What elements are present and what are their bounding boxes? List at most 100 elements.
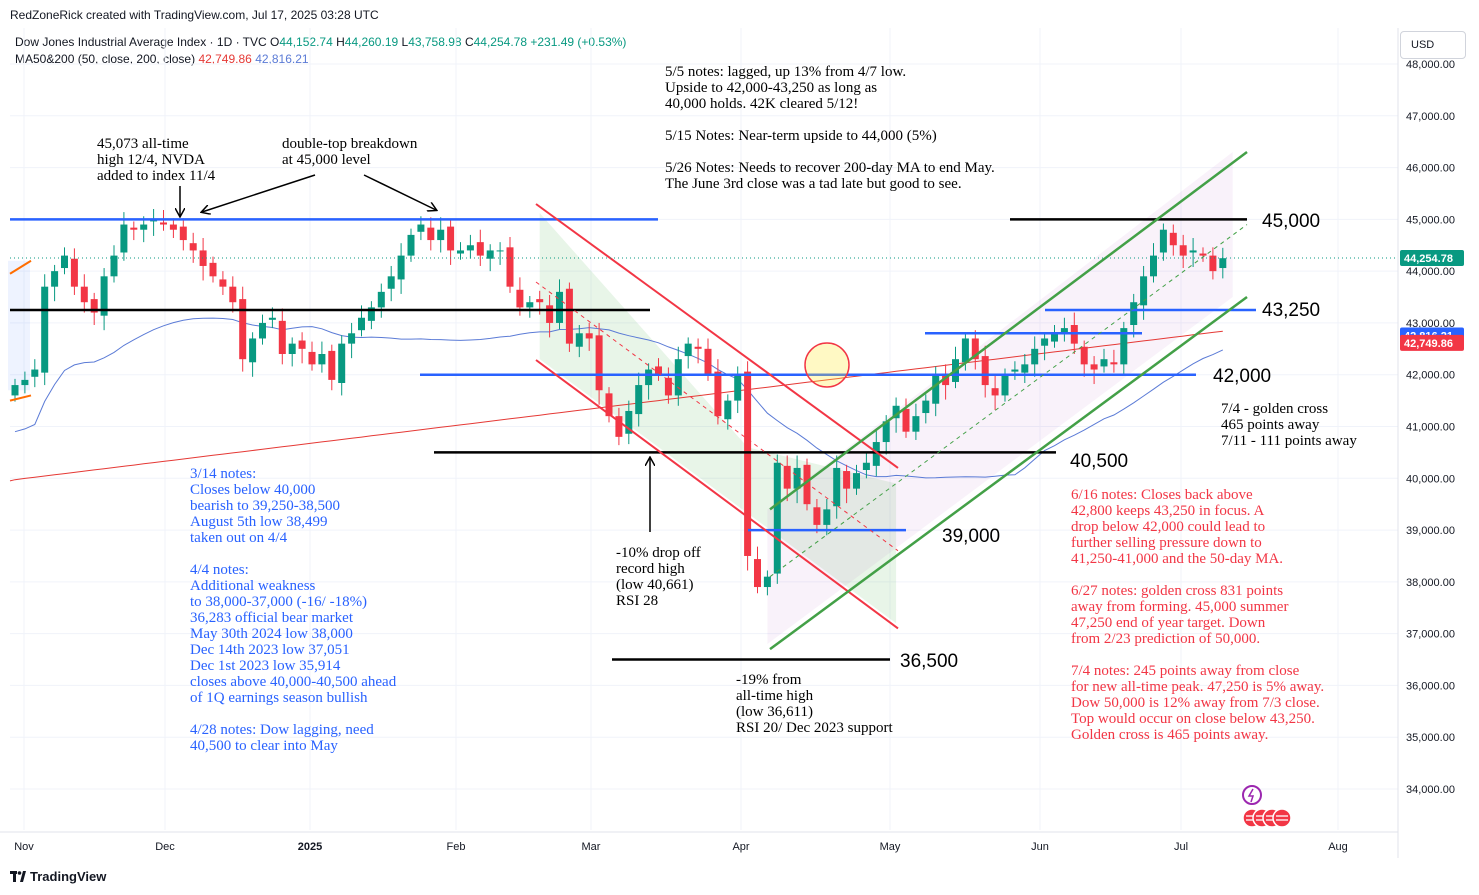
annotation-notes-red-line: 7/4 notes: 245 points away from close: [1071, 663, 1300, 679]
y-tick-label: 41,000.00: [1406, 422, 1455, 434]
candle-body: [625, 410, 633, 434]
x-tick-label: Aug: [1328, 841, 1348, 853]
candle-body: [862, 462, 870, 470]
annotation-notes-red-line: 42,800 keeps 43,250 in focus. A: [1071, 503, 1264, 519]
left-box-fill: [8, 260, 30, 391]
currency-selector[interactable]: USD: [1400, 31, 1466, 59]
flash-event-icon: [1242, 785, 1262, 805]
candle-body: [655, 366, 662, 375]
candle-body: [41, 286, 49, 373]
bull-channel-bottom: [769, 296, 1248, 651]
candle-body: [793, 467, 801, 489]
candle-body: [575, 333, 583, 347]
annotation-notes-red-line: away from forming. 45,000 summer: [1071, 599, 1288, 615]
candle-body: [21, 379, 29, 386]
bear-channel-bottom: [535, 359, 899, 630]
candle-body: [961, 338, 969, 363]
candle-body: [338, 343, 346, 383]
bull-channel-mid: [769, 224, 1248, 578]
x-tick-label: May: [880, 841, 901, 853]
candle-body: [1021, 364, 1029, 373]
annotation-notes-blue-line: Additional weakness: [190, 578, 316, 594]
open-value: 44,152.74: [279, 35, 333, 49]
candle-body: [308, 351, 316, 365]
candle-body: [773, 462, 781, 574]
annotation-notes-red-line: 6/16 notes: Closes back above: [1071, 487, 1253, 503]
candle-body: [674, 359, 682, 396]
annotation-double-top: double-top breakdown at 45,000 level: [282, 136, 418, 168]
ma-legend[interactable]: MA50&200 (50, close, 200, close) 42,749.…: [15, 52, 309, 66]
annotation-drop10-line: (low 40,661): [616, 577, 694, 593]
annotation-ath: 45,073 all-time high 12/4, NVDA added to i…: [97, 136, 216, 184]
candle-body: [556, 291, 563, 323]
candle-body: [80, 286, 88, 303]
symbol-name[interactable]: Dow Jones Industrial Average Index · 1D …: [15, 35, 267, 49]
x-tick-label: Feb: [447, 841, 466, 853]
candle-body: [971, 338, 979, 360]
annotation-notes-top-line: 5/5 notes: lagged, up 13% from 4/7 low.: [665, 64, 906, 80]
candle-body: [179, 226, 187, 241]
flash-event-glyph: [1247, 788, 1255, 803]
ma200-line: [9, 330, 1223, 482]
symbol-legend[interactable]: Dow Jones Industrial Average Index · 1D …: [15, 35, 626, 49]
y-tick-label: 47,000.00: [1406, 111, 1455, 123]
annotation-drop10-line: record high: [616, 561, 685, 577]
candle-body: [1219, 258, 1227, 269]
y-tick-label: 39,000.00: [1406, 525, 1455, 537]
candle-body: [457, 250, 464, 254]
level-label: 39,000: [942, 526, 1000, 547]
y-tick-label: 36,000.00: [1406, 680, 1455, 692]
annotation-notes-blue-line: May 30th 2024 low 38,000: [190, 626, 353, 642]
candle-body: [209, 262, 217, 277]
annotation-notes-blue-line: of 1Q earnings season bullish: [190, 690, 368, 706]
candle-body: [892, 405, 900, 419]
level-label: 36,500: [900, 651, 958, 672]
annotation-notes-blue-line: Dec 1st 2023 low 35,914: [190, 658, 341, 674]
annotation-notes-top: 5/5 notes: lagged, up 13% from 4/7 low. U…: [665, 64, 995, 192]
candle-body: [912, 416, 920, 432]
annotation-notes-red: 6/16 notes: Closes back above 42,800 keep…: [1071, 487, 1324, 743]
us-flag-event-icon: [1272, 808, 1292, 828]
y-tick-label: 46,000.00: [1406, 163, 1455, 175]
price-tag-label: 44,254.78: [1404, 253, 1453, 265]
candle-body: [704, 348, 712, 375]
annotation-drop19-line: -19% from: [736, 672, 802, 688]
candle-body: [288, 343, 296, 354]
candle-body: [1041, 338, 1049, 346]
annotation-notes-blue-line: 3/14 notes:: [190, 466, 256, 482]
level-label: 42,000: [1213, 366, 1271, 387]
x-tick-label: Mar: [582, 841, 601, 853]
annotation-drop10: -10% drop off record high (low 40,661) RSI …: [616, 545, 701, 609]
candle-body: [100, 276, 108, 316]
candle-body: [1100, 359, 1108, 367]
candle-body: [1051, 333, 1058, 342]
candle-body: [377, 291, 385, 308]
candle-body: [585, 333, 593, 339]
candle-body: [932, 374, 940, 404]
annotation-notes-blue-line: Dec 14th 2023 low 37,051: [190, 642, 350, 658]
candle-body: [1150, 255, 1157, 277]
candle-body: [189, 243, 197, 251]
candle-body: [714, 371, 722, 417]
candle-body: [476, 242, 484, 256]
candle-body: [1011, 369, 1019, 372]
annotation-drop10-line: -10% drop off: [616, 545, 701, 561]
candle-body: [1090, 364, 1098, 370]
bear-channel-mid: [535, 281, 899, 552]
close-label: C: [464, 35, 474, 49]
candle-body: [843, 471, 851, 489]
bull-channel-top: [769, 151, 1248, 511]
candle-body: [615, 416, 623, 437]
annotation-notes-blue-line: bearish to 39,250-38,500: [190, 498, 340, 514]
candle-body: [684, 343, 692, 357]
tradingview-logo[interactable]: TradingView: [10, 869, 106, 884]
candle-body: [496, 250, 504, 252]
candle-body: [31, 369, 39, 377]
annotation-notes-blue-line: August 5th low 38,499: [190, 514, 328, 530]
ma-label[interactable]: MA50&200 (50, close, 200, close): [15, 52, 196, 66]
y-tick-label: 44,000.00: [1406, 266, 1455, 278]
candle-body: [110, 255, 118, 277]
candle-body: [169, 224, 177, 230]
candle-body: [1080, 346, 1088, 365]
